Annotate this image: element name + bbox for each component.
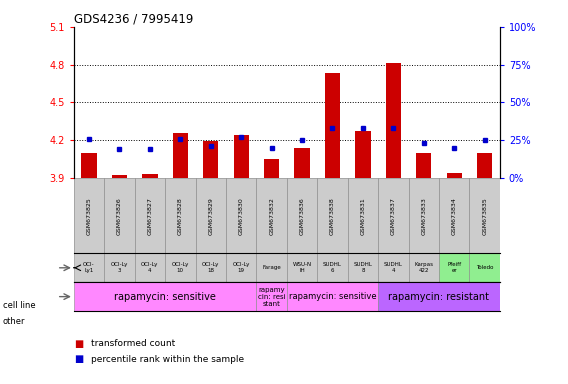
Bar <box>233 135 249 178</box>
Text: Farage: Farage <box>262 265 281 270</box>
Bar <box>256 282 287 311</box>
Bar <box>318 178 348 253</box>
Text: rapamycin: sensitive: rapamycin: sensitive <box>289 292 376 301</box>
Bar <box>195 253 226 282</box>
Bar <box>287 178 318 253</box>
Text: rapamy
cin: resi
stant: rapamy cin: resi stant <box>258 286 286 307</box>
Bar <box>348 178 378 253</box>
Text: WSU-N
IH: WSU-N IH <box>293 262 312 273</box>
Text: OCI-
Ly1: OCI- Ly1 <box>83 262 95 273</box>
Text: GSM673836: GSM673836 <box>299 197 304 235</box>
Text: OCI-Ly
10: OCI-Ly 10 <box>172 262 189 273</box>
Bar <box>446 173 462 178</box>
Bar <box>469 253 500 282</box>
Text: GSM673829: GSM673829 <box>208 197 213 235</box>
Text: OCI-Ly
18: OCI-Ly 18 <box>202 262 219 273</box>
Text: ■: ■ <box>74 354 83 364</box>
Bar <box>256 178 287 253</box>
Bar <box>135 253 165 282</box>
Bar <box>74 282 256 311</box>
Bar <box>203 141 218 178</box>
Text: SUDHL
6: SUDHL 6 <box>323 262 342 273</box>
Bar <box>105 253 135 282</box>
Bar <box>256 253 287 282</box>
Text: rapamycin: sensitive: rapamycin: sensitive <box>114 291 216 301</box>
Text: other: other <box>3 317 26 326</box>
Bar <box>165 253 195 282</box>
Text: GSM673826: GSM673826 <box>117 197 122 235</box>
Bar <box>143 174 157 178</box>
Bar <box>408 253 439 282</box>
Text: Karpas
422: Karpas 422 <box>414 262 433 273</box>
Bar <box>74 253 105 282</box>
Text: GSM673833: GSM673833 <box>421 197 426 235</box>
Text: ■: ■ <box>74 339 83 349</box>
Bar <box>173 132 188 178</box>
Text: GSM673834: GSM673834 <box>452 197 457 235</box>
Bar <box>74 178 105 253</box>
Bar <box>226 253 256 282</box>
Bar <box>378 178 408 253</box>
Text: OCI-Ly
4: OCI-Ly 4 <box>141 262 158 273</box>
Bar <box>287 253 318 282</box>
Bar <box>439 178 469 253</box>
Text: GSM673830: GSM673830 <box>239 197 244 235</box>
Text: GSM673835: GSM673835 <box>482 197 487 235</box>
Bar <box>135 178 165 253</box>
Bar <box>112 175 127 178</box>
Text: OCI-Ly
3: OCI-Ly 3 <box>111 262 128 273</box>
Text: GSM673825: GSM673825 <box>86 197 91 235</box>
Bar <box>378 282 500 311</box>
Bar <box>318 253 348 282</box>
Bar <box>477 153 492 178</box>
Text: GSM673827: GSM673827 <box>148 197 152 235</box>
Text: Pfeiff
er: Pfeiff er <box>447 262 461 273</box>
Text: GSM673831: GSM673831 <box>361 197 365 235</box>
Bar <box>294 148 310 178</box>
Bar <box>378 253 408 282</box>
Text: GDS4236 / 7995419: GDS4236 / 7995419 <box>74 13 193 26</box>
Text: GSM673828: GSM673828 <box>178 197 183 235</box>
Bar <box>356 131 370 178</box>
Bar <box>226 178 256 253</box>
Bar <box>165 178 195 253</box>
Bar <box>469 178 500 253</box>
Text: GSM673832: GSM673832 <box>269 197 274 235</box>
Text: SUDHL
8: SUDHL 8 <box>353 262 373 273</box>
Text: GSM673838: GSM673838 <box>330 197 335 235</box>
Bar <box>105 178 135 253</box>
Text: Toledo: Toledo <box>476 265 494 270</box>
Bar <box>416 153 431 178</box>
Bar <box>348 253 378 282</box>
Bar <box>81 153 97 178</box>
Text: percentile rank within the sample: percentile rank within the sample <box>91 354 244 364</box>
Bar <box>439 253 469 282</box>
Text: cell line: cell line <box>3 301 35 310</box>
Text: transformed count: transformed count <box>91 339 175 348</box>
Bar <box>195 178 226 253</box>
Bar <box>264 159 279 178</box>
Text: rapamycin: resistant: rapamycin: resistant <box>389 291 490 301</box>
Bar <box>287 282 378 311</box>
Text: OCI-Ly
19: OCI-Ly 19 <box>232 262 250 273</box>
Text: SUDHL
4: SUDHL 4 <box>384 262 403 273</box>
Bar <box>386 63 401 178</box>
Bar <box>325 73 340 178</box>
Text: GSM673837: GSM673837 <box>391 197 396 235</box>
Bar <box>408 178 439 253</box>
